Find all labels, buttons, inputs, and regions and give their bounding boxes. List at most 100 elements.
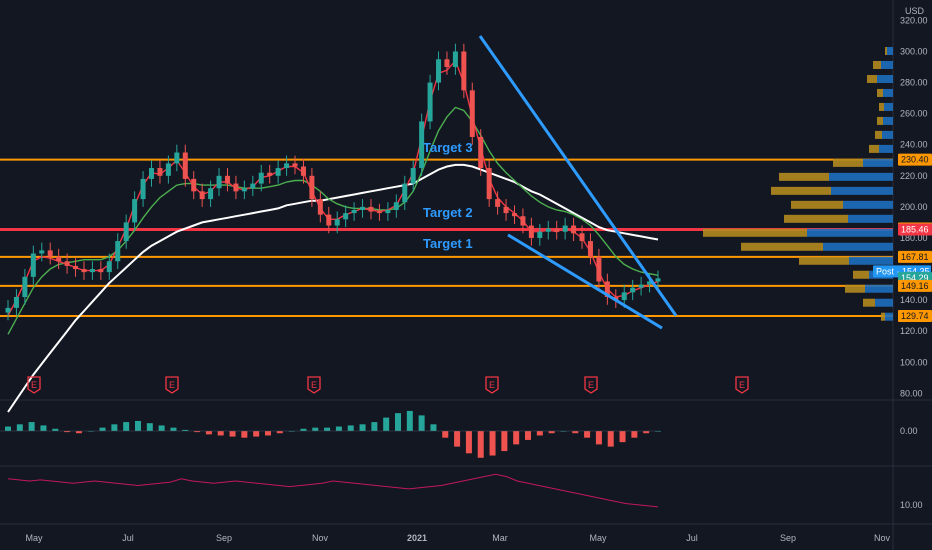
target-label: Target 2	[423, 205, 473, 220]
candle-body	[393, 202, 399, 210]
trendline	[478, 35, 678, 317]
candle-body	[511, 213, 517, 217]
earnings-marker-shape	[735, 376, 749, 394]
volume-profile-down	[829, 172, 893, 181]
histogram-bar	[383, 417, 390, 431]
histogram-bar	[489, 431, 496, 456]
candle-body	[5, 307, 11, 313]
candle-body	[292, 163, 298, 167]
candle-body	[419, 121, 425, 169]
histogram-bar	[111, 424, 118, 431]
time-tick-label: Jul	[686, 533, 698, 543]
candle-body	[410, 168, 416, 184]
volume-profile-down	[843, 200, 893, 209]
candle-body	[39, 250, 45, 254]
histogram-bar	[595, 431, 602, 445]
candle-body	[554, 228, 560, 232]
histogram-bar	[217, 431, 224, 436]
histogram-bar	[194, 431, 201, 433]
price-tick-label: 320.00	[900, 15, 928, 25]
earnings-marker-label: E	[31, 380, 37, 390]
volume-profile-up	[867, 74, 877, 83]
candle-body	[562, 225, 568, 232]
histogram-bar	[170, 427, 177, 431]
histogram-bar	[584, 431, 591, 438]
candle-body	[250, 183, 256, 189]
histogram-bar	[406, 410, 413, 431]
histogram-bar	[501, 431, 508, 452]
histogram-bar	[418, 415, 425, 431]
volume-profile-up	[881, 312, 885, 321]
histogram-bar	[347, 425, 354, 431]
histogram-bar	[205, 431, 212, 435]
price-tag-background	[898, 250, 932, 263]
histogram-bar	[241, 431, 248, 438]
earnings-marker-shape	[307, 376, 321, 394]
price-tick-label: 200.00	[900, 202, 928, 212]
candle-body	[461, 51, 467, 91]
volume-profile-down	[887, 47, 893, 56]
time-tick-label: Mar	[492, 533, 508, 543]
currency-label: USD	[905, 6, 925, 16]
target-annotations: Target 3 Target 2 Target 1	[423, 140, 473, 251]
volume-profile-down	[807, 228, 893, 237]
price-tag: 149.16	[898, 279, 932, 292]
price-tag: 185.46	[898, 223, 932, 236]
candle-body	[579, 233, 585, 242]
histogram-bar	[64, 431, 71, 433]
price-tag-label: 185.46	[901, 224, 929, 234]
volume-profile-down	[875, 298, 893, 307]
time-axis[interactable]: May Jul Sep Nov 2021 Mar May Jul Sep Nov	[25, 533, 890, 543]
earnings-marker-shape	[584, 376, 598, 394]
candle-body	[638, 284, 644, 288]
price-tag-label: 129.74	[901, 311, 929, 321]
histogram-bar	[16, 424, 23, 431]
price-tick-label: 220.00	[900, 171, 928, 181]
price-tag: 230.40	[898, 153, 932, 166]
candle-body	[486, 168, 492, 200]
price-tag-label: 167.81	[901, 252, 929, 262]
histogram-bar	[371, 422, 378, 431]
candle-body	[106, 261, 112, 273]
histogram-bar	[643, 431, 650, 434]
price-tick-label: 180.00	[900, 233, 928, 243]
histogram-bar	[123, 422, 130, 431]
candle-body	[368, 206, 374, 212]
candle-body	[647, 281, 653, 285]
volume-profile-up	[863, 298, 875, 307]
histogram-bar	[99, 427, 106, 431]
time-tick-label: Nov	[874, 533, 891, 543]
candle-body	[385, 209, 391, 214]
volume-profile-down	[885, 312, 893, 321]
volume-profile-down	[882, 130, 893, 139]
moving-averages	[7, 59, 659, 413]
candle-body	[537, 231, 543, 238]
time-tick-label: May	[589, 533, 607, 543]
price-tick-label: 140.00	[900, 295, 928, 305]
volume-profile-up	[799, 256, 849, 265]
candle-body	[376, 211, 382, 214]
candle-body	[571, 225, 577, 234]
price-tick-label: 120.00	[900, 326, 928, 336]
candle-body	[503, 206, 509, 214]
price-axis[interactable]: 320.00 300.00 280.00 260.00 240.00 220.00 200.…	[873, 6, 932, 398]
candle-body	[89, 269, 95, 273]
histogram-bar	[395, 413, 401, 431]
price-tick-label: 280.00	[900, 78, 928, 88]
price-tick-label: 240.00	[900, 140, 928, 150]
earnings-marker: E	[307, 376, 321, 394]
volume-profile-up	[877, 116, 883, 125]
trendlines[interactable]	[478, 35, 678, 330]
candle-body	[233, 183, 239, 192]
volume-profile-up	[833, 158, 863, 167]
target-label: Target 3	[423, 140, 473, 155]
histogram-bar	[359, 424, 366, 431]
candle-body	[64, 261, 70, 266]
volume-profile-up	[845, 284, 865, 293]
line-indicator: 10.00	[7, 473, 923, 510]
histogram-bar	[276, 431, 283, 434]
candle-body	[545, 228, 551, 232]
